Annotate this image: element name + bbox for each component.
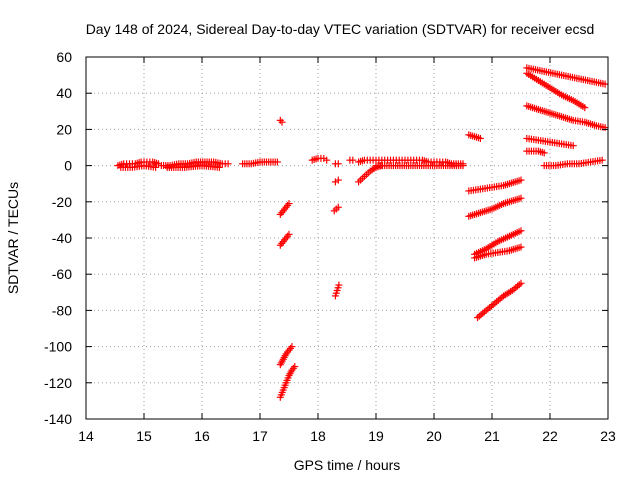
- x-tick-label: 19: [368, 428, 384, 444]
- x-tick-label: 18: [310, 428, 326, 444]
- data-point: [278, 118, 286, 126]
- data-point: [598, 156, 606, 164]
- x-tick-label: 22: [542, 428, 558, 444]
- data-point: [517, 176, 525, 184]
- x-axis-label: GPS time / hours: [294, 457, 401, 473]
- x-tick-label: 21: [484, 428, 500, 444]
- x-tick-label: 23: [600, 428, 616, 444]
- y-tick-label: 40: [56, 85, 72, 101]
- data-point: [273, 158, 281, 166]
- data-point: [517, 194, 525, 202]
- x-tick-label: 15: [136, 428, 152, 444]
- data-point: [517, 243, 525, 251]
- data-point: [291, 363, 299, 371]
- data-point: [335, 281, 343, 289]
- data-point: [285, 230, 293, 238]
- y-tick-label: 60: [56, 49, 72, 65]
- data-point: [224, 160, 232, 168]
- data-point: [601, 80, 609, 88]
- data-point: [378, 162, 386, 170]
- data-point: [334, 176, 342, 184]
- data-marks: [114, 64, 609, 401]
- data-point: [285, 200, 293, 208]
- y-tick-label: -140: [44, 411, 72, 427]
- data-point: [569, 142, 577, 150]
- data-point: [459, 162, 467, 170]
- data-point: [334, 203, 342, 211]
- data-point: [601, 124, 609, 132]
- data-point: [276, 116, 284, 124]
- y-tick-label: -120: [44, 375, 72, 391]
- x-tick-label: 16: [194, 428, 210, 444]
- y-tick-label: 0: [64, 158, 72, 174]
- data-point: [152, 163, 160, 171]
- data-point: [215, 163, 223, 171]
- y-tick-label: 20: [56, 121, 72, 137]
- data-point: [517, 227, 525, 235]
- y-tick-label: -20: [52, 194, 72, 210]
- y-tick-label: -60: [52, 266, 72, 282]
- data-point: [540, 149, 548, 157]
- axis-ticks: 14 15 16 17 18 19 20 21 22 23 60 40 20 0 -20 -40 -60 -80 -…: [44, 49, 616, 444]
- y-tick-label: -40: [52, 230, 72, 246]
- x-tick-label: 14: [78, 428, 94, 444]
- y-tick-label: -100: [44, 339, 72, 355]
- chart-title: Day 148 of 2024, Sidereal Day-to-day VTE…: [86, 21, 595, 37]
- data-point: [349, 156, 357, 164]
- x-tick-label: 20: [426, 428, 442, 444]
- data-point: [476, 134, 484, 142]
- data-point: [334, 160, 342, 168]
- x-tick-label: 17: [252, 428, 268, 444]
- data-point: [581, 104, 589, 112]
- y-tick-label: -80: [52, 302, 72, 318]
- data-point: [517, 279, 525, 287]
- grid: [86, 57, 608, 419]
- y-axis-label: SDTVAR / TECUs: [5, 182, 21, 294]
- data-point: [323, 156, 331, 164]
- data-point: [288, 343, 296, 351]
